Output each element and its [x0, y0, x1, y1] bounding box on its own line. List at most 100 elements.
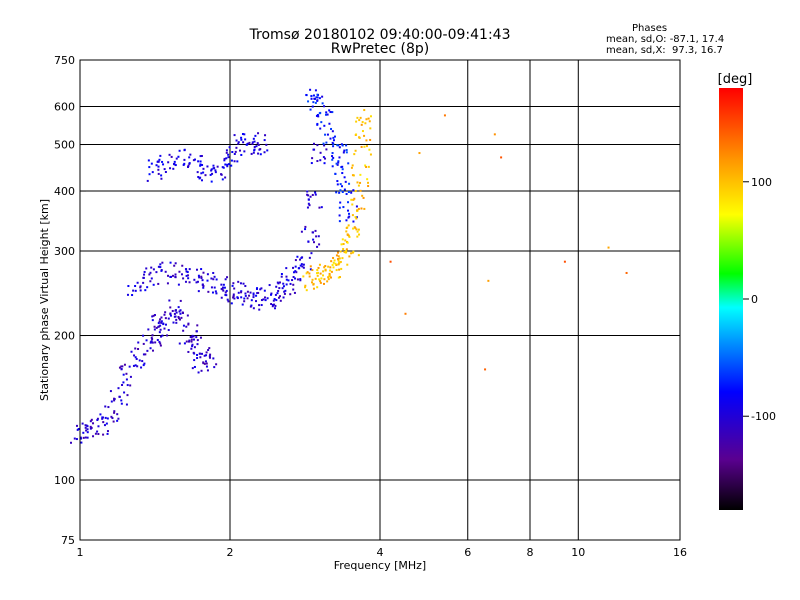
data-point	[134, 347, 137, 350]
data-point	[248, 294, 251, 297]
data-point	[153, 325, 156, 328]
data-point	[358, 136, 361, 139]
data-point	[178, 149, 181, 152]
data-point	[204, 360, 207, 363]
data-point	[307, 198, 310, 201]
data-point	[294, 270, 297, 273]
data-point	[90, 426, 93, 429]
data-point	[251, 141, 254, 144]
data-point	[279, 299, 282, 302]
colorbar	[719, 88, 743, 510]
data-point	[357, 207, 360, 210]
data-point	[75, 438, 78, 441]
data-point	[197, 290, 200, 293]
data-point	[126, 293, 129, 296]
data-point	[240, 296, 243, 299]
data-point	[333, 135, 336, 138]
data-point	[358, 233, 361, 236]
data-point	[357, 254, 360, 257]
data-point	[173, 264, 176, 267]
data-point	[159, 263, 162, 266]
data-point	[345, 248, 348, 251]
phase-o-stats: mean, sd,O: -87.1, 17.4	[606, 34, 725, 45]
data-point	[199, 356, 202, 359]
data-point	[324, 269, 327, 272]
data-point	[316, 160, 319, 163]
data-point	[145, 339, 148, 342]
data-point	[228, 146, 231, 149]
data-point	[190, 347, 193, 350]
data-point	[343, 188, 346, 191]
data-point	[209, 353, 212, 356]
data-point	[150, 340, 153, 343]
data-point	[192, 335, 195, 338]
x-tick-label: 6	[464, 546, 471, 559]
data-point	[500, 156, 503, 159]
data-point	[345, 144, 348, 147]
data-point	[92, 422, 95, 425]
data-point	[275, 285, 278, 288]
data-point	[307, 194, 310, 197]
data-point	[220, 283, 223, 286]
data-point	[128, 365, 131, 368]
data-point	[210, 168, 213, 171]
data-point	[157, 172, 160, 175]
data-point	[111, 417, 114, 420]
data-point	[231, 151, 234, 154]
data-point	[169, 314, 172, 317]
data-point	[129, 375, 132, 378]
data-point	[322, 142, 325, 145]
data-point	[157, 160, 160, 163]
data-point	[202, 286, 205, 289]
data-point	[117, 387, 120, 390]
data-point	[272, 304, 275, 307]
data-point	[356, 209, 359, 212]
data-point	[307, 240, 310, 243]
data-point	[345, 219, 348, 222]
data-point	[336, 163, 339, 166]
data-point	[320, 277, 323, 280]
data-point	[80, 441, 83, 444]
data-point	[347, 234, 350, 237]
data-point	[299, 264, 302, 267]
data-point	[308, 272, 311, 275]
data-point	[106, 432, 109, 435]
data-point	[180, 316, 183, 319]
data-point	[356, 116, 359, 119]
data-point	[243, 150, 246, 153]
data-point	[134, 289, 137, 292]
data-point	[253, 146, 256, 149]
data-point	[336, 251, 339, 254]
data-point	[158, 158, 161, 161]
y-tick-label: 300	[54, 245, 75, 258]
data-point	[226, 165, 229, 168]
data-point	[201, 279, 204, 282]
data-point	[341, 257, 344, 260]
data-point	[365, 139, 368, 142]
data-point	[157, 282, 160, 285]
data-point	[272, 299, 275, 302]
data-point	[244, 294, 247, 297]
data-point	[354, 149, 357, 152]
data-point	[182, 324, 185, 327]
data-point	[167, 329, 170, 332]
data-point	[359, 116, 362, 119]
data-point	[352, 198, 355, 201]
data-point	[140, 366, 143, 369]
y-tick-label: 400	[54, 185, 75, 198]
data-point	[157, 165, 160, 168]
data-point	[318, 278, 321, 281]
data-point	[348, 235, 351, 238]
data-point	[294, 265, 297, 268]
data-point	[120, 402, 123, 405]
data-point	[233, 134, 236, 137]
data-point	[236, 296, 239, 299]
data-point	[313, 241, 316, 244]
data-point	[250, 152, 253, 155]
data-point	[216, 165, 219, 168]
data-point	[97, 433, 100, 436]
data-point	[263, 151, 266, 154]
data-point	[201, 283, 204, 286]
x-axis-label: Frequency [MHz]	[334, 559, 426, 572]
data-point	[257, 132, 260, 135]
